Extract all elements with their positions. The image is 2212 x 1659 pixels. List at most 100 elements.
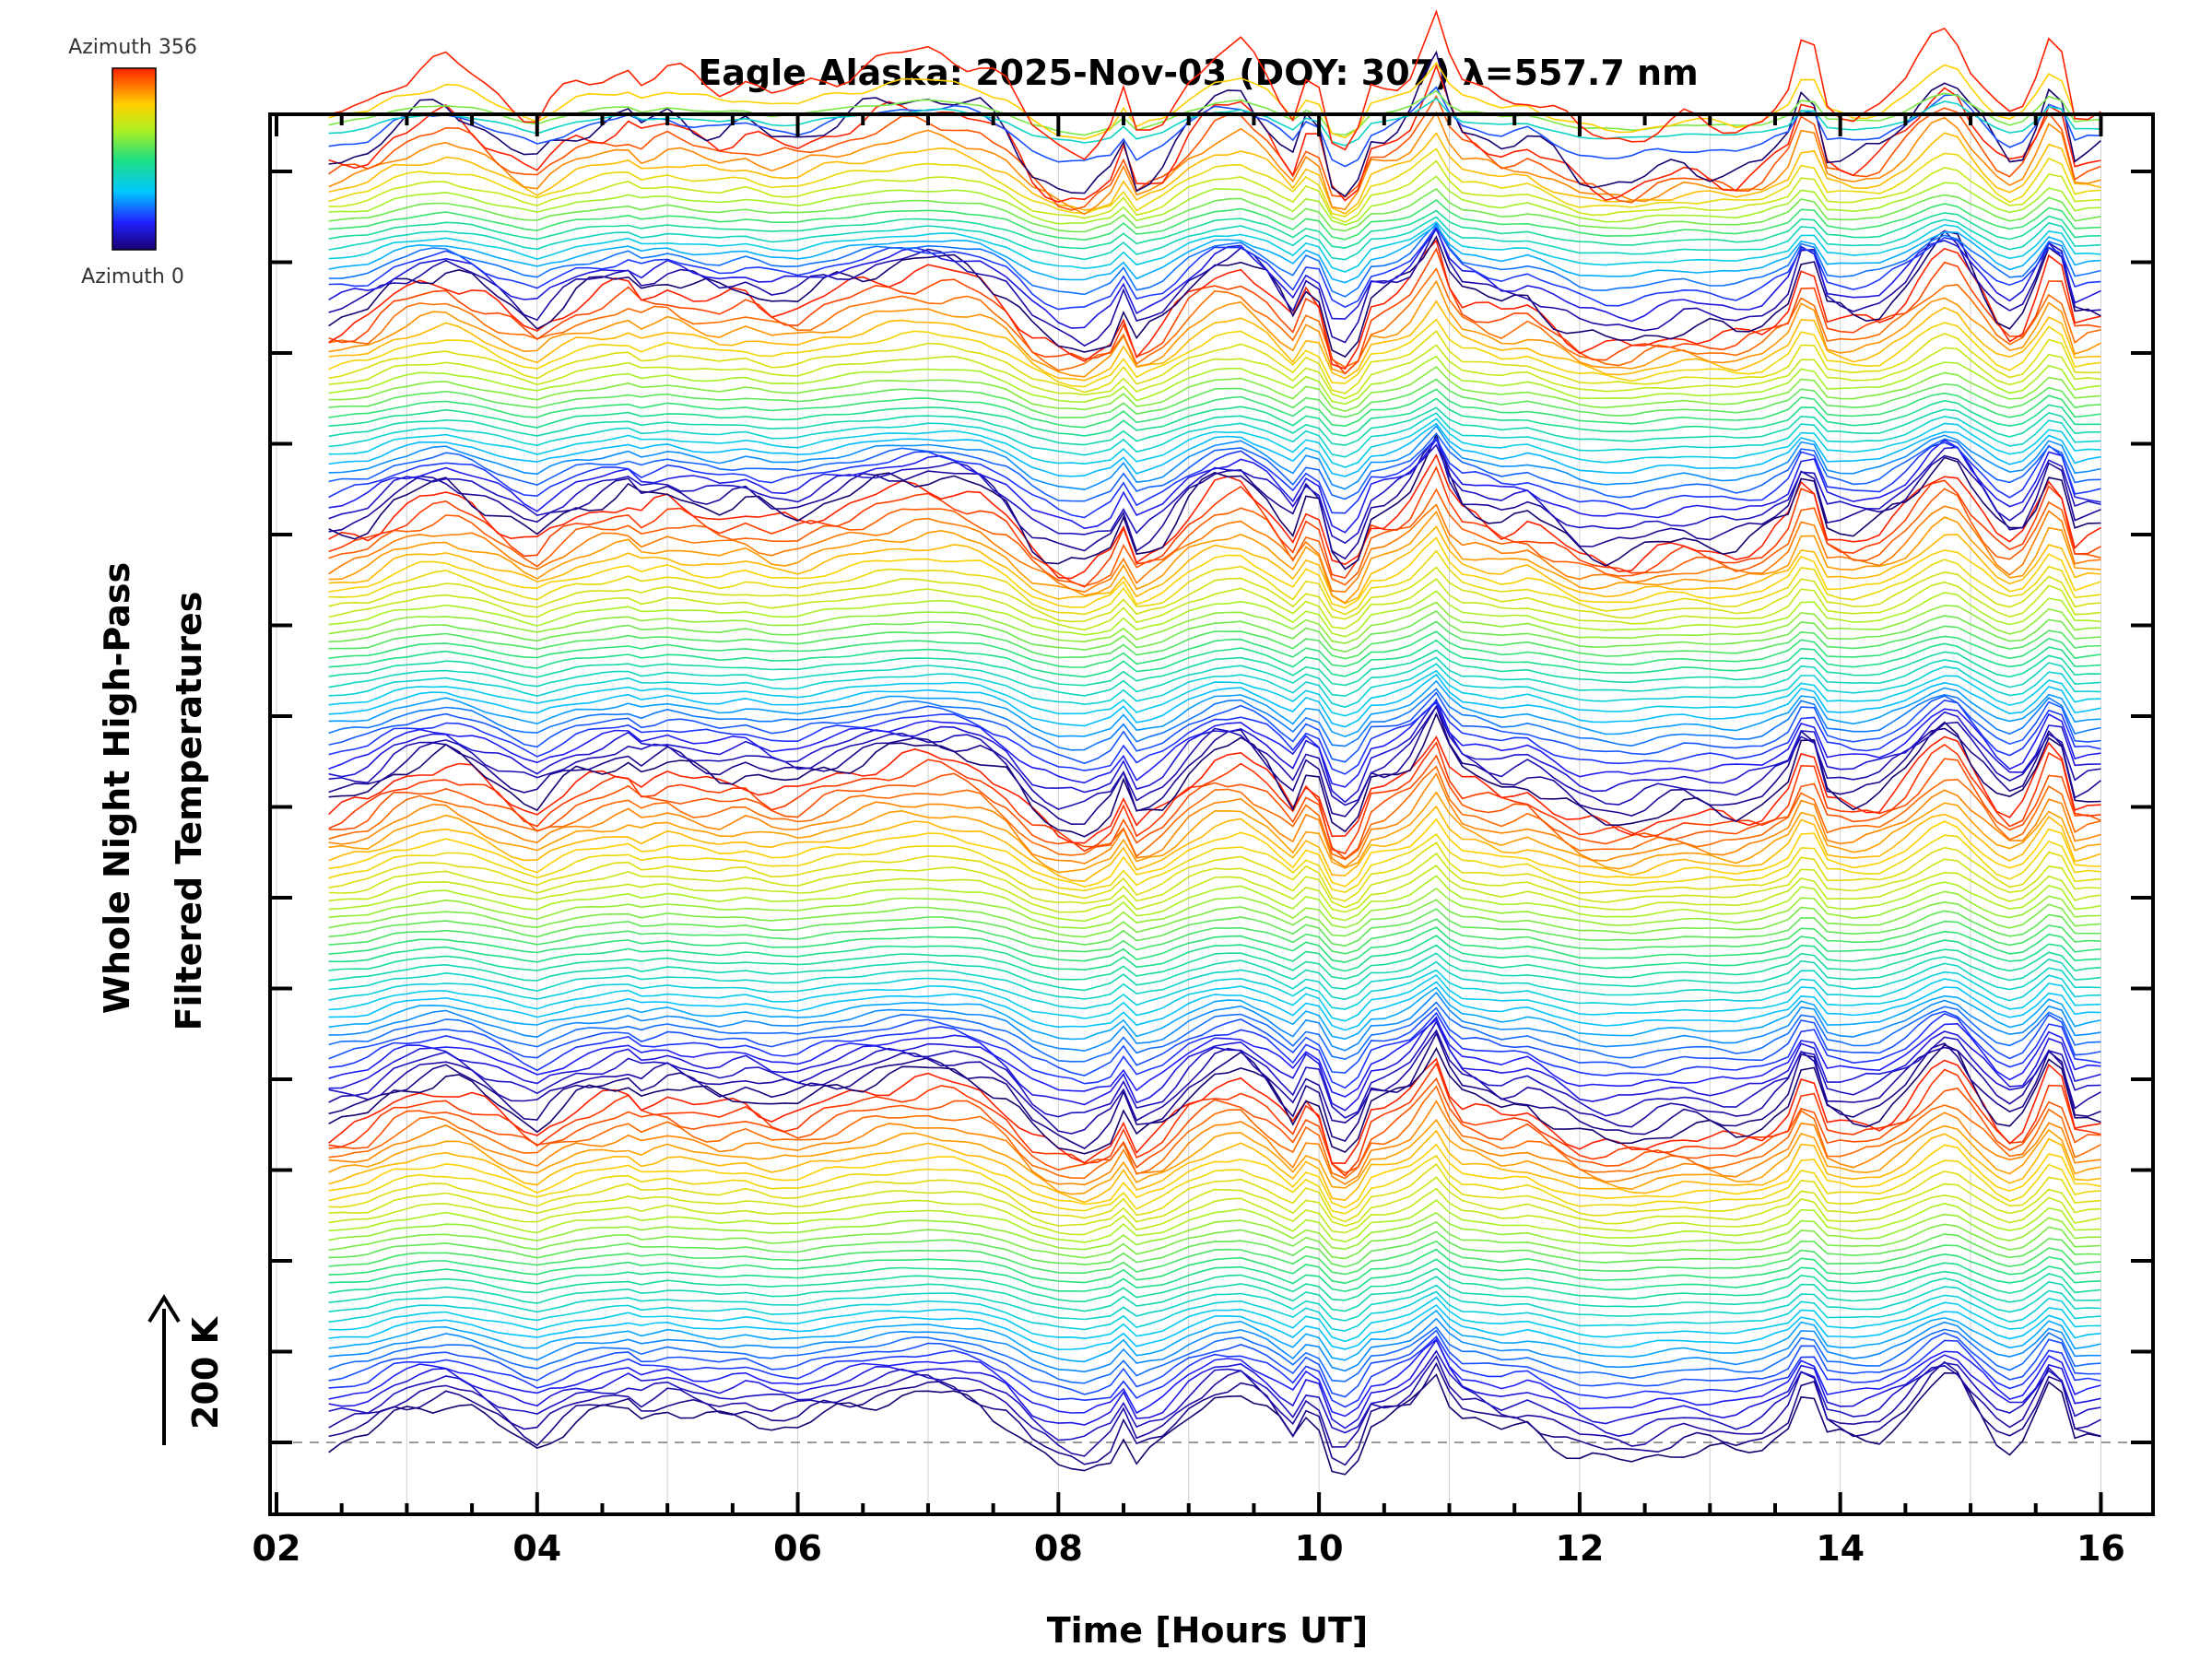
trace-line xyxy=(328,688,2101,751)
y-axis-label-line1: Whole Night High-Pass xyxy=(97,562,137,1014)
trace-line xyxy=(328,620,2101,660)
trace-line xyxy=(328,222,2101,298)
trace-line xyxy=(328,960,2101,1001)
trace-line xyxy=(328,224,2101,284)
trace-line xyxy=(328,610,2101,653)
colorbar-top-label: Azimuth 356 xyxy=(68,36,197,59)
x-axis-ticks: 02 04 06 08 10 12 14 16 xyxy=(253,114,2125,1569)
trace-line xyxy=(328,1290,2101,1332)
trace-line xyxy=(328,1309,2101,1363)
trace-line xyxy=(328,1011,2101,1089)
trace-line xyxy=(328,50,2101,198)
trace-line xyxy=(328,230,2101,359)
trace-line xyxy=(328,437,2101,519)
trace-line xyxy=(328,267,2101,371)
trace-line xyxy=(328,220,2101,273)
trace-line xyxy=(328,771,2101,868)
trace-line xyxy=(328,388,2101,429)
trace-line xyxy=(328,991,2101,1053)
trace-line xyxy=(328,435,2101,560)
trace-line xyxy=(328,1258,2101,1292)
trace-line xyxy=(328,1211,2101,1251)
trace-line xyxy=(328,1317,2101,1373)
trace-line xyxy=(328,852,2101,909)
trace-line xyxy=(328,279,2101,378)
trace-line xyxy=(328,1062,2101,1177)
trace-line xyxy=(328,1129,2101,1204)
trace-line xyxy=(328,754,2101,860)
trace-line xyxy=(328,899,2101,938)
trace-line xyxy=(328,841,2101,902)
x-tick-label: 06 xyxy=(773,1528,822,1569)
trace-line xyxy=(328,422,2101,477)
x-axis-label: Time [Hours UT] xyxy=(1047,1610,1369,1651)
trace-line xyxy=(328,986,2101,1041)
trace-line xyxy=(328,1020,2101,1119)
trace-line xyxy=(328,649,2101,687)
trace-line xyxy=(328,239,2101,371)
trace-line xyxy=(328,669,2101,717)
trace-line xyxy=(328,699,2101,775)
trace-line xyxy=(328,225,2101,311)
trace-line xyxy=(328,1187,2101,1236)
trace-line xyxy=(328,9,2101,160)
trace-line xyxy=(328,1029,2101,1135)
trace-line xyxy=(328,418,2101,468)
trace-line xyxy=(328,578,2101,631)
trace-line xyxy=(328,64,2101,203)
trace-line xyxy=(328,865,2101,913)
x-tick-label: 16 xyxy=(2077,1528,2125,1569)
trace-line xyxy=(328,1360,2101,1466)
trace-line xyxy=(328,981,2101,1031)
trace-line xyxy=(328,918,2101,955)
trace-line xyxy=(328,1337,2101,1418)
trace-line xyxy=(328,1325,2101,1384)
trace-line xyxy=(328,1100,2101,1186)
trace-line xyxy=(328,443,2101,545)
scale-label: 200 K xyxy=(185,1315,226,1430)
trace-line xyxy=(328,704,2101,826)
trace-line xyxy=(328,656,2101,698)
trace-line xyxy=(328,147,2101,218)
trace-line xyxy=(328,1338,2101,1430)
trace-line xyxy=(328,1085,2101,1180)
trace-line xyxy=(328,908,2101,947)
trace-line xyxy=(328,944,2101,981)
x-tick-label: 10 xyxy=(1295,1528,1344,1569)
trace-line xyxy=(328,159,2101,223)
trace-line xyxy=(328,412,2101,458)
trace-line xyxy=(328,1043,2101,1155)
trace-line xyxy=(328,601,2101,644)
x-tick-label: 12 xyxy=(1555,1528,1604,1569)
trace-line xyxy=(328,1154,2101,1215)
trace-line xyxy=(328,1001,2101,1063)
trace-line xyxy=(328,198,2101,241)
trace-line xyxy=(328,712,2101,838)
trace-line xyxy=(328,698,2101,804)
trace-line xyxy=(328,700,2101,788)
trace-line xyxy=(328,510,2101,605)
trace-line xyxy=(328,875,2101,923)
trace-line xyxy=(328,935,2101,972)
trace-line xyxy=(328,536,2101,609)
scale-arrow xyxy=(147,1294,181,1445)
trace-line xyxy=(328,1118,2101,1195)
trace-line xyxy=(328,952,2101,992)
trace-line xyxy=(328,805,2101,882)
trace-line xyxy=(328,974,2101,1022)
chart-title: Eagle Alaska: 2025-Nov-03 (DOY: 307) λ=5… xyxy=(698,53,1698,93)
trace-line xyxy=(328,1220,2101,1260)
trace-line xyxy=(328,525,2101,605)
trace-line xyxy=(328,1335,2101,1408)
trace-line xyxy=(328,62,2101,140)
trace-line xyxy=(328,691,2101,765)
trace-line xyxy=(328,453,2101,580)
trace-line xyxy=(328,1176,2101,1227)
trace-line xyxy=(328,832,2101,893)
trace-line xyxy=(328,432,2101,502)
trace-line xyxy=(328,1248,2101,1285)
trace-line xyxy=(328,679,2101,738)
trace-line xyxy=(328,111,2101,216)
trace-line xyxy=(328,406,2101,446)
